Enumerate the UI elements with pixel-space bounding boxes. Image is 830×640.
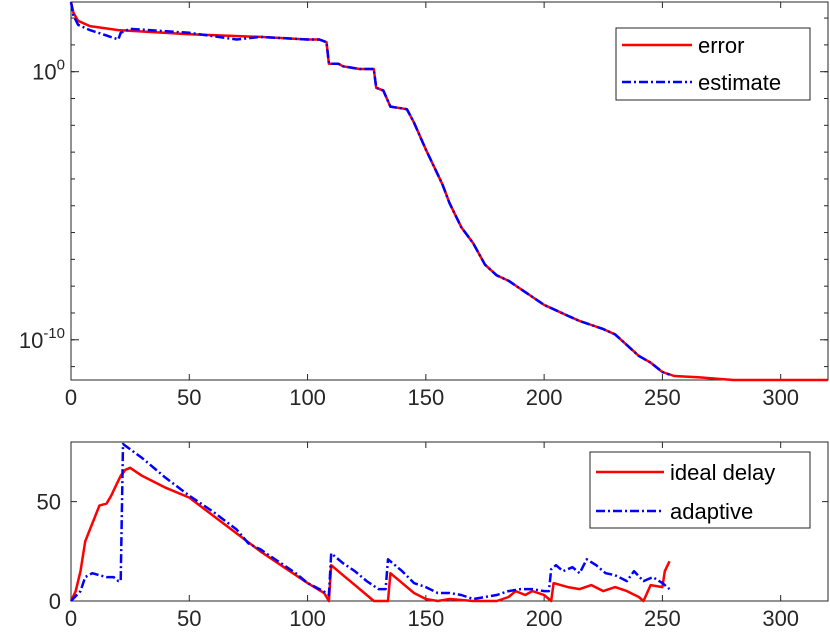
series-line-estimate <box>69 1 670 376</box>
x-tick-label: 300 <box>762 385 799 410</box>
top-panel-error-vs-estimate: 0 50 100 150 200 250 300 100 10-10 error estimate <box>19 1 829 410</box>
legend-box <box>615 27 811 101</box>
x-tick-label: 300 <box>762 606 799 631</box>
y-tick-label: 100 <box>32 57 65 85</box>
legend-label-error: error <box>698 33 744 58</box>
legend-box <box>589 451 811 529</box>
x-tick-label: 250 <box>644 606 681 631</box>
x-tick-label: 150 <box>407 606 444 631</box>
x-tick-label: 50 <box>177 385 201 410</box>
x-tick-label: 200 <box>526 606 563 631</box>
x-tick-label: 100 <box>289 606 326 631</box>
x-tick-label: 100 <box>289 385 326 410</box>
y-tick-label: 10-10 <box>19 325 65 353</box>
x-tick-label: 200 <box>526 385 563 410</box>
legend-label-estimate: estimate <box>698 70 781 95</box>
legend-label-adaptive: adaptive <box>670 499 753 524</box>
series-line-ideal-delay <box>69 466 671 603</box>
y-tick-label: 0 <box>49 589 61 614</box>
x-tick-label: 50 <box>177 606 201 631</box>
bottom-panel-delay: 0 50 100 150 200 250 300 0 50 ideal delay adaptive <box>37 441 829 631</box>
x-tick-label: 250 <box>644 385 681 410</box>
legend-label-ideal-delay: ideal delay <box>670 460 775 485</box>
y-tick-label: 50 <box>37 490 61 515</box>
series-line-adaptive <box>70 442 671 602</box>
x-tick-label: 0 <box>65 385 77 410</box>
x-tick-label: 0 <box>65 606 77 631</box>
x-tick-label: 150 <box>407 385 444 410</box>
